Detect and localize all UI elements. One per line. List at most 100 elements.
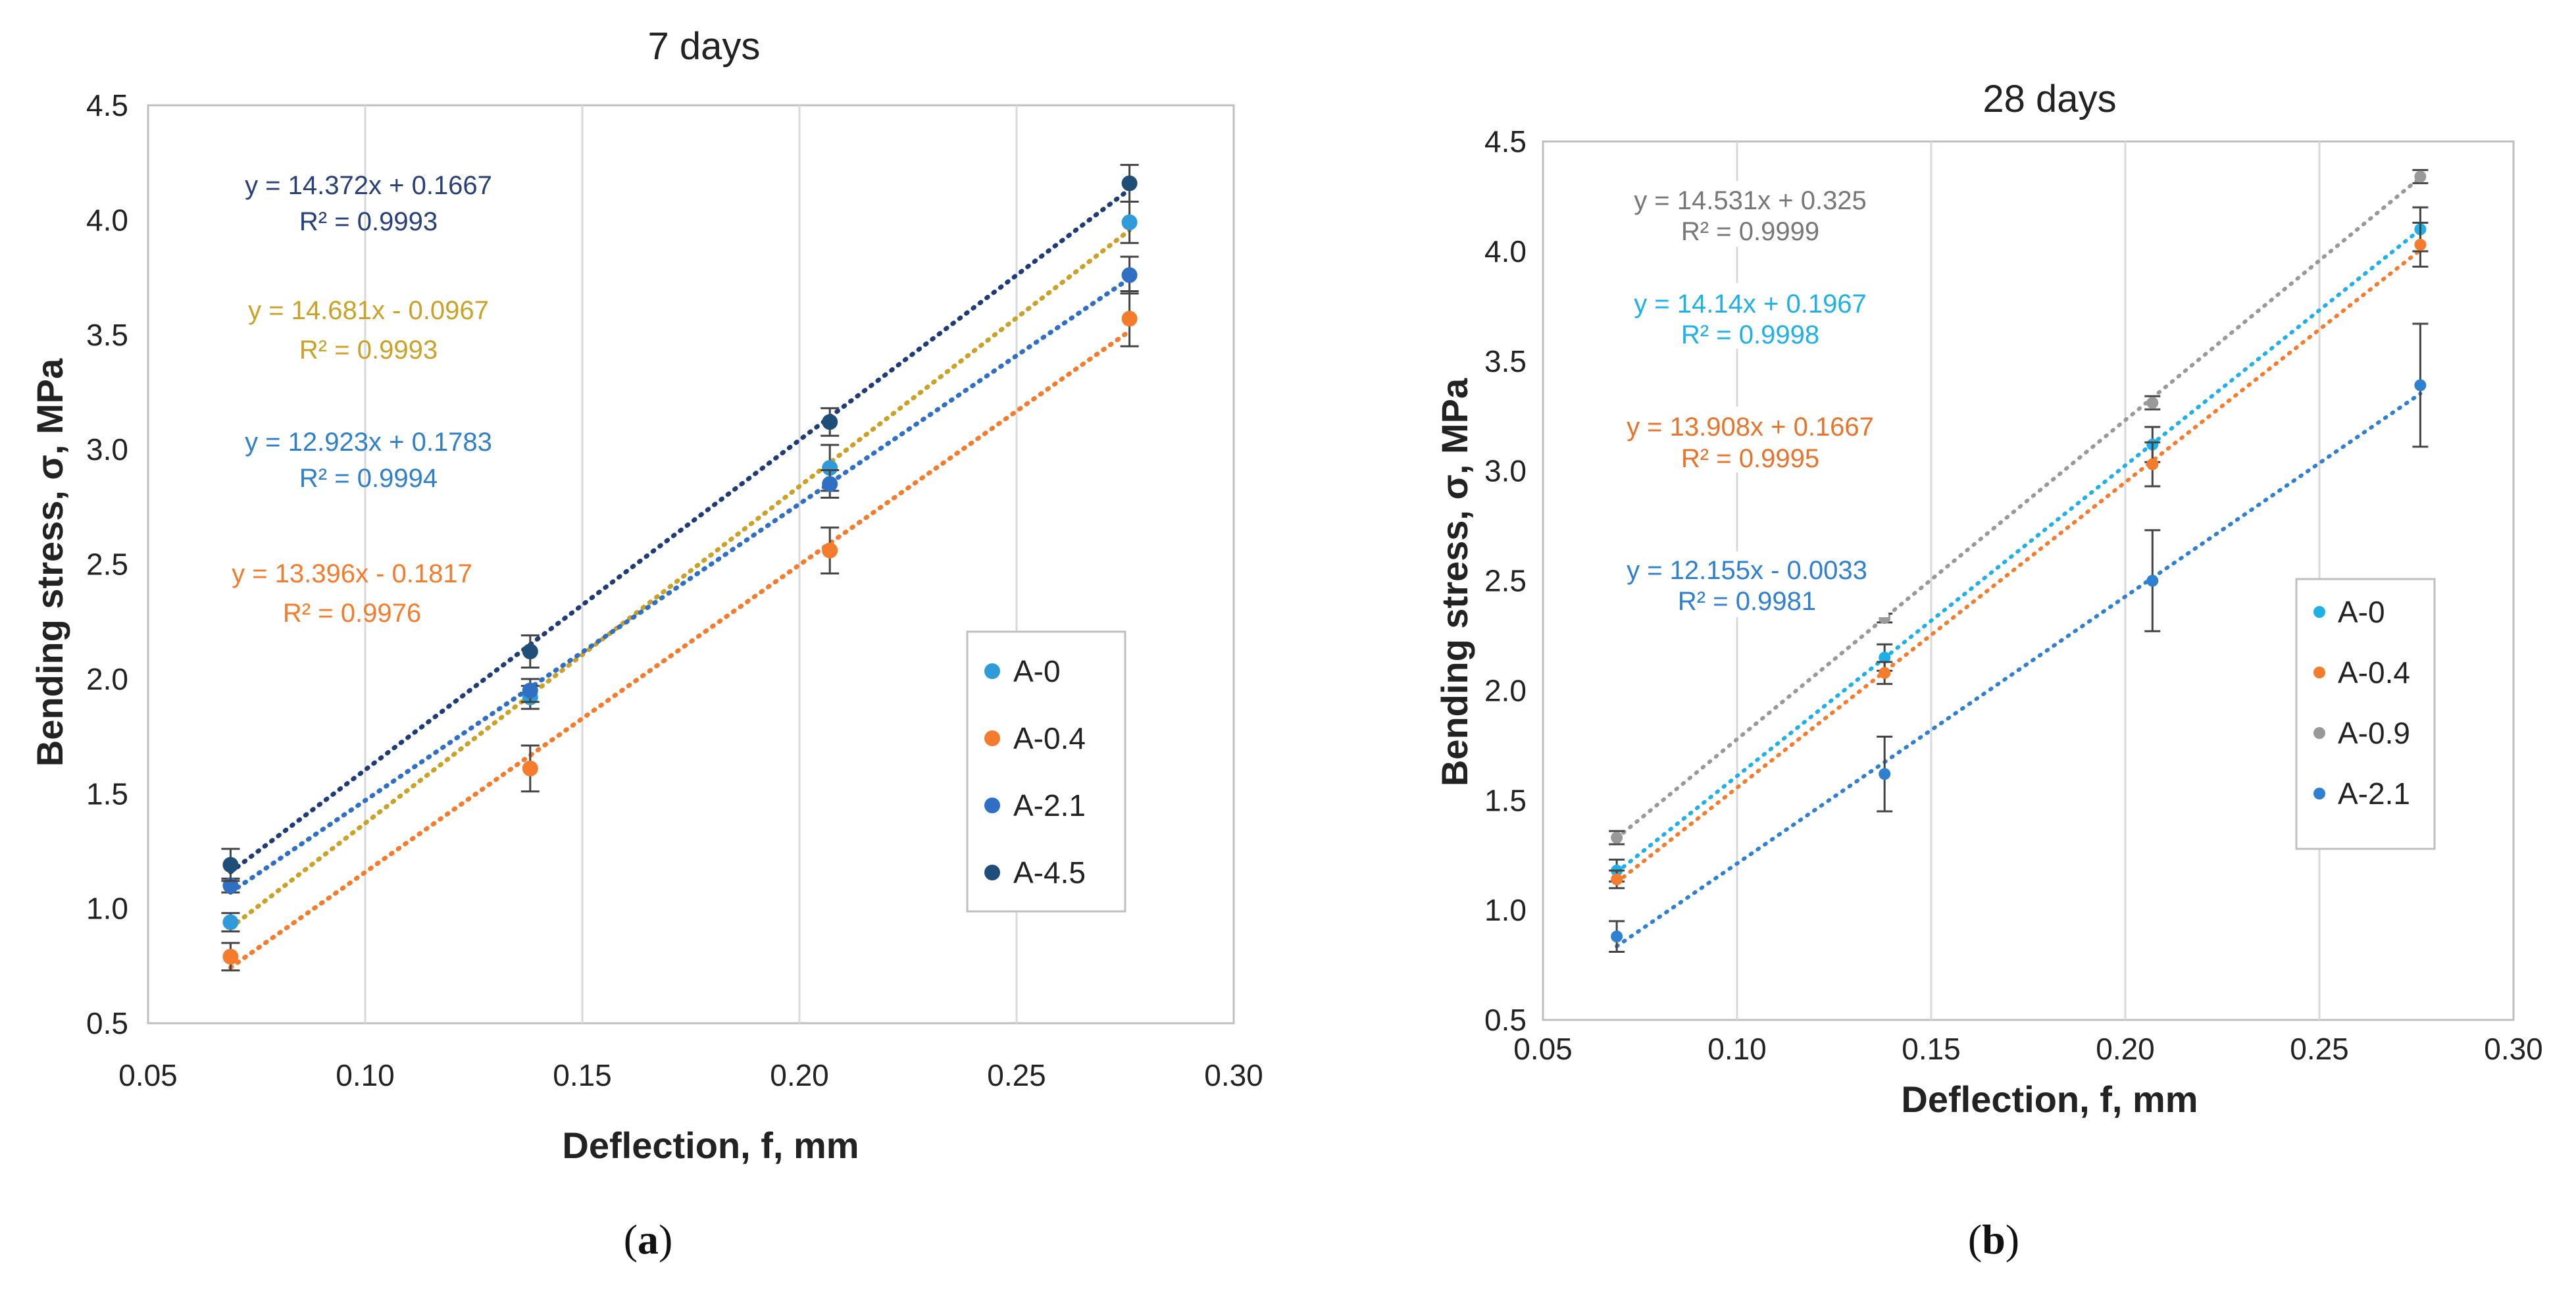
data-point-a-a-45 [1121, 175, 1138, 191]
y-tick-label: 0.5 [1484, 1003, 1527, 1037]
legend-label-b-a21: A-2.1 [2338, 776, 2410, 811]
x-tick-label: 0.25 [2290, 1032, 2349, 1066]
equation-a-a45: y = 14.372x + 0.1667 [245, 171, 492, 200]
chart-7-days: 0.05 0.10 0.15 0.20 0.25 0.30 0.5 1.0 1.5 2.0 2.5… [29, 25, 1263, 1263]
data-point-a-a-0 [222, 914, 239, 930]
r2-a-a21: R² = 0.9994 [299, 464, 438, 493]
y-tick-label: 2.0 [86, 662, 128, 696]
x-tick-label: 0.10 [336, 1058, 395, 1092]
legend-label-b-a04: A-0.4 [2338, 655, 2410, 690]
data-point-a-a-04 [1121, 311, 1138, 327]
r2-b-a21: R² = 0.9981 [1678, 587, 1816, 616]
equations-a: y = 14.372x + 0.1667 R² = 0.9993 y = 14.… [232, 171, 492, 628]
trendline-a-a-0 [228, 228, 1132, 930]
legend-marker-a-a21 [984, 798, 1000, 813]
panel-label-b: (b) [1968, 1216, 2019, 1263]
legend-b: A-0 A-0.4 A-0.9 A-2.1 [2295, 578, 2436, 850]
equation-b-a0: y = 14.14x + 0.1967 [1634, 290, 1867, 318]
data-point-a-a-45 [222, 857, 239, 873]
x-tick-label: 0.10 [1707, 1032, 1767, 1066]
y-tick-label: 1.5 [86, 776, 128, 811]
x-tick-label: 0.05 [1513, 1032, 1573, 1066]
y-tick-label: 0.5 [86, 1006, 128, 1040]
data-point-a-a-04 [222, 948, 239, 965]
trendline-b-a-21 [1615, 392, 2423, 949]
data-point-b-a-09 [2146, 397, 2159, 409]
data-point-b-a-04 [2146, 458, 2159, 470]
r2-b-a04: R² = 0.9995 [1681, 444, 1819, 473]
y-tick-label: 2.0 [1484, 673, 1527, 707]
data-point-b-a-09 [1611, 831, 1623, 844]
data-point-a-a-21 [522, 682, 538, 699]
equation-bg-b-a0 [1625, 283, 1882, 349]
x-tick-label: 0.30 [2484, 1032, 2543, 1066]
x-tick-label: 0.05 [118, 1058, 178, 1092]
y-tick-label: 4.5 [1484, 124, 1527, 159]
equation-a-a21: y = 12.923x + 0.1783 [245, 428, 492, 457]
y-tick-label: 3.5 [86, 318, 128, 352]
legend-marker-b-a21 [2313, 788, 2325, 799]
panel-label-a: (a) [624, 1216, 673, 1263]
gridlines-a [364, 105, 1018, 1023]
x-axis-label-b: Deflection, f, mm [1901, 1078, 2198, 1120]
data-point-b-a-04 [2414, 238, 2427, 251]
legend-marker-b-a0 [2313, 606, 2325, 618]
x-tick-labels-a: 0.05 0.10 0.15 0.20 0.25 0.30 [118, 1058, 1263, 1092]
data-point-b-a-04 [1611, 873, 1623, 886]
r2-a-a45: R² = 0.9993 [299, 207, 438, 236]
data-point-a-a-04 [822, 542, 838, 559]
chart-28-days: 0.05 0.10 0.15 0.20 0.25 0.30 0.5 1.0 1.5 2.0 2.5… [1434, 78, 2543, 1263]
y-axis-label-b: Bending stress, σ, MPa [1434, 378, 1475, 786]
legend-label-b-a09: A-0.9 [2338, 716, 2410, 750]
y-tick-label: 1.5 [1484, 783, 1527, 817]
y-tick-labels-b: 0.5 1.0 1.5 2.0 2.5 3.0 3.5 4.0 4.5 [1484, 124, 1527, 1037]
y-axis-label-a: Bending stress, σ, MPa [29, 358, 70, 767]
data-point-a-a-21 [1121, 267, 1138, 284]
data-point-b-a-21 [2414, 379, 2427, 392]
equation-b-a04: y = 13.908x + 0.1667 [1627, 413, 1874, 442]
trendline-b-a-09 [1615, 175, 2423, 840]
trendline-a-a-04 [228, 328, 1132, 970]
legend-marker-b-a09 [2313, 727, 2325, 739]
trendlines-a [228, 187, 1132, 970]
chart-title-b: 28 days [1983, 78, 2116, 120]
y-tick-label: 3.0 [86, 432, 128, 467]
y-tick-label: 4.0 [1484, 234, 1527, 268]
x-tick-label: 0.15 [1902, 1032, 1961, 1066]
data-point-a-a-45 [822, 414, 838, 430]
r2-a-a04: R² = 0.9976 [283, 599, 421, 628]
y-tick-label: 3.0 [1484, 454, 1527, 488]
data-point-a-a-04 [522, 760, 538, 776]
r2-b-a0: R² = 0.9998 [1681, 320, 1819, 349]
equation-bg-b-a09 [1625, 181, 1882, 247]
equation-b-a09: y = 14.531x + 0.325 [1634, 186, 1867, 215]
data-point-b-a-21 [2146, 574, 2159, 587]
trendline-a-a-45 [228, 187, 1132, 875]
x-tick-label: 0.20 [770, 1058, 829, 1092]
y-tick-label: 1.0 [1484, 893, 1527, 927]
x-tick-label: 0.20 [2096, 1032, 2155, 1066]
x-tick-labels-b: 0.05 0.10 0.15 0.20 0.25 0.30 [1513, 1032, 2543, 1066]
legend-label-b-a0: A-0 [2338, 595, 2385, 629]
equations-b: y = 14.531x + 0.325 R² = 0.9999 y = 14.1… [1612, 181, 1888, 617]
trendline-b-a-0 [1615, 227, 2423, 875]
legend-label-a-a04: A-0.4 [1013, 721, 1086, 755]
data-point-b-a-0 [1879, 651, 1891, 664]
legend-marker-b-a04 [2313, 667, 2325, 678]
x-tick-label: 0.25 [987, 1058, 1046, 1092]
x-axis-label-a: Deflection, f, mm [562, 1125, 859, 1166]
y-tick-label: 4.5 [86, 88, 128, 122]
y-tick-label: 3.5 [1484, 344, 1527, 378]
data-point-b-a-21 [1611, 930, 1623, 943]
data-points-b [1609, 168, 2429, 953]
equation-bg-b-a04 [1625, 407, 1888, 472]
data-point-a-a-0 [1121, 214, 1138, 230]
trendlines-b [1615, 175, 2423, 949]
equation-a-a04: y = 13.396x - 0.1817 [232, 559, 472, 588]
data-point-b-a-09 [2414, 170, 2427, 183]
y-tick-label: 1.0 [86, 892, 128, 926]
trendline-b-a-04 [1615, 248, 2423, 884]
data-point-a-a-0 [822, 460, 838, 476]
data-point-b-a-04 [1879, 667, 1891, 679]
